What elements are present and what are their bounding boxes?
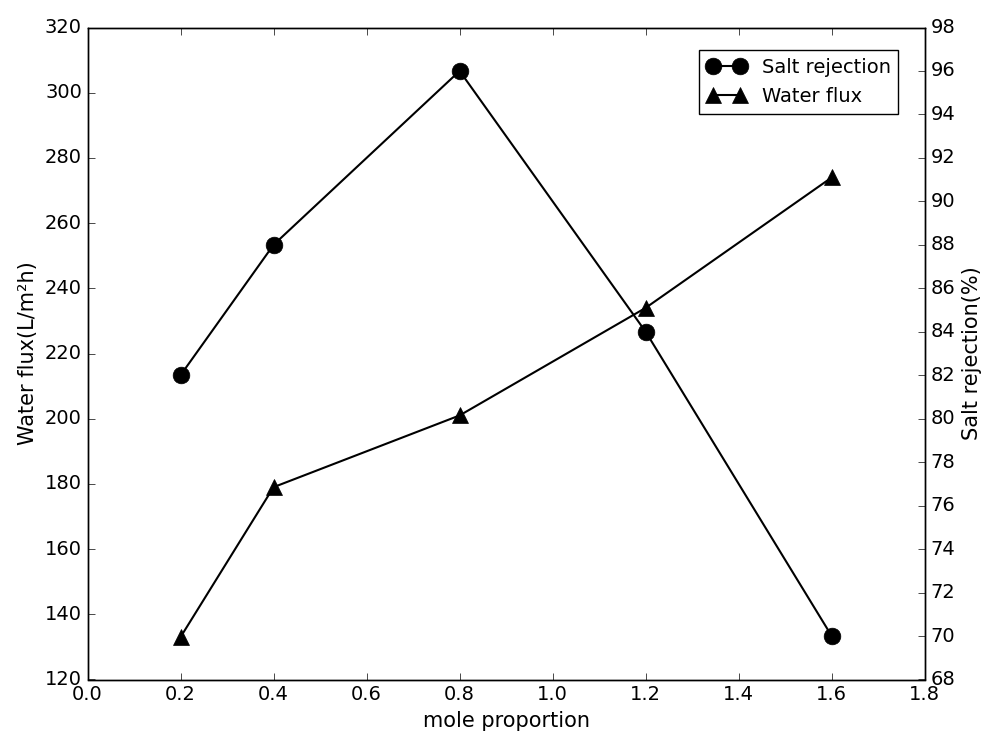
Salt rejection: [268, 240, 280, 249]
Water flux: [454, 411, 466, 420]
Salt rejection: [640, 327, 652, 336]
Y-axis label: Water flux(L/m²h): Water flux(L/m²h): [18, 261, 38, 446]
Water flux: [175, 633, 187, 642]
Salt rejection: [454, 67, 466, 76]
Salt rejection: [826, 631, 838, 640]
Water flux: [640, 303, 652, 312]
Line: Salt rejection: Salt rejection: [172, 63, 840, 644]
Water flux: [268, 482, 280, 491]
Y-axis label: Salt rejection(%): Salt rejection(%): [962, 267, 982, 440]
Water flux: [826, 173, 838, 182]
Legend: Salt rejection, Water flux: Salt rejection, Water flux: [699, 50, 898, 114]
Salt rejection: [175, 371, 187, 380]
X-axis label: mole proportion: mole proportion: [423, 711, 590, 731]
Line: Water flux: Water flux: [172, 169, 840, 646]
